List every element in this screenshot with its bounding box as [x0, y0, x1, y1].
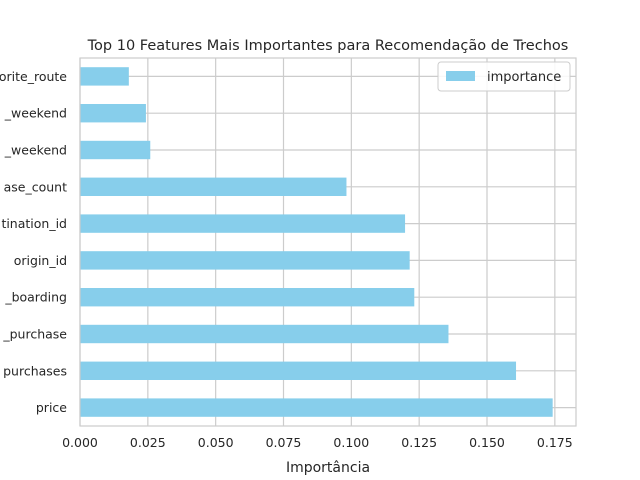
legend-label: importance [487, 70, 561, 85]
bar [80, 251, 410, 270]
legend-swatch [446, 71, 475, 81]
legend-box [437, 61, 571, 92]
y-tick-label: origin_id [14, 253, 67, 268]
x-tick-label: 0.150 [469, 435, 505, 450]
bars [80, 67, 553, 417]
y-tick-label: orite_route [0, 69, 67, 84]
bar [80, 67, 129, 86]
y-tick-label: _weekend [4, 143, 67, 158]
x-tick-label: 0.125 [401, 435, 437, 450]
bar [80, 214, 406, 233]
x-tick-label: 0.050 [198, 435, 234, 450]
bar [80, 177, 347, 196]
x-tick-label: 0.175 [537, 435, 573, 450]
y-tick-labels: price purchases _purchase _boarding origin_i… [0, 69, 67, 415]
y-tick-label: _weekend [4, 106, 67, 121]
x-tick-labels: 0.000 0.025 0.050 0.075 0.100 0.125 0.150 0.175 [62, 435, 573, 450]
bar [80, 361, 517, 380]
chart-title: Top 10 Features Mais Importantes para Re… [87, 38, 569, 54]
x-axis-label: Importância [286, 460, 370, 476]
y-tick-label: ase_count [4, 179, 67, 194]
y-tick-label: tination_id [1, 216, 67, 231]
plot-frame [79, 57, 577, 427]
y-tick-label: purchases [3, 363, 67, 378]
x-tick-label: 0.025 [130, 435, 166, 450]
bar [80, 398, 553, 417]
bar [80, 140, 151, 160]
y-tick-label: _purchase [2, 327, 67, 342]
y-tick-label: _boarding [4, 290, 67, 305]
bar [80, 324, 449, 344]
bar [80, 288, 415, 307]
y-tick-label: price [36, 400, 67, 415]
x-tick-label: 0.100 [333, 435, 369, 450]
bar [80, 104, 146, 123]
legend: importance [437, 61, 571, 92]
x-tick-label: 0.000 [62, 435, 98, 450]
x-tick-label: 0.075 [266, 435, 302, 450]
